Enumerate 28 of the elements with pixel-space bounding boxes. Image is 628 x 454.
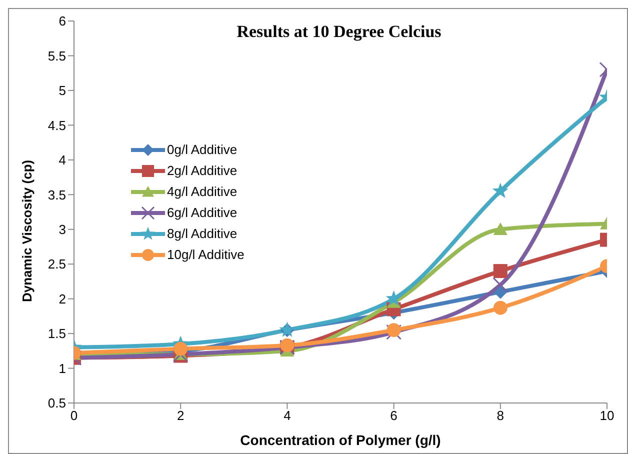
y-tick-label: 2.5 (48, 256, 66, 272)
legend-label: 4g/l Additive (167, 184, 238, 199)
legend-label: 6g/l Additive (167, 205, 238, 220)
legend-label: 0g/l Additive (167, 142, 238, 157)
legend-label: 2g/l Additive (167, 163, 238, 178)
y-axis-title: Dynamic Viscosity (cp) (20, 160, 35, 302)
legend-label: 8g/l Additive (167, 226, 238, 241)
y-tick-label: 3.5 (48, 187, 66, 202)
y-tick-label: 1 (58, 360, 66, 376)
y-tick-label: 1.5 (48, 326, 66, 342)
x-tick-label: 8 (496, 408, 504, 424)
x-tick-label: 2 (176, 408, 184, 424)
y-tick-label: 4 (58, 152, 66, 168)
y-tick-label: 0.5 (48, 396, 66, 411)
point (386, 290, 402, 306)
y-tick-label: 2 (58, 291, 66, 306)
x-tick-label: 4 (284, 408, 291, 424)
legend-label: 10g/l Additive (167, 247, 244, 262)
y-tick-label: 3 (58, 222, 66, 237)
x-tick-label: 10 (600, 408, 614, 424)
x-tick-label: 6 (390, 408, 398, 424)
y-tick-label: 4.5 (48, 118, 66, 133)
y-tick-label: 5.5 (48, 48, 66, 64)
y-tick-label: 5 (58, 83, 66, 98)
y-tick-label: 6 (58, 14, 66, 29)
chart-title: Results at 10 Degree Celcius (236, 22, 442, 41)
x-tick-label: 0 (70, 408, 78, 424)
x-axis-title: Concentration of Polymer (g/l) (240, 432, 441, 448)
